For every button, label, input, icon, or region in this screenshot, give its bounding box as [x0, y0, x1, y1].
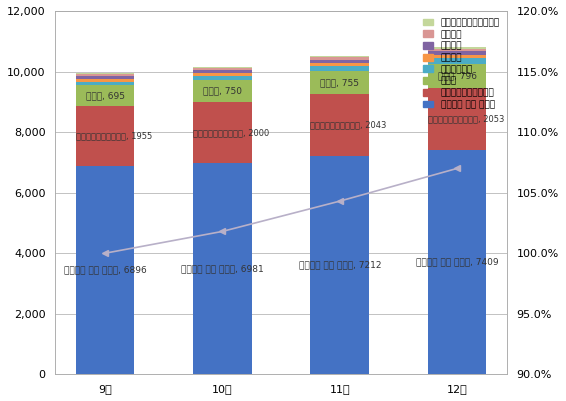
- Bar: [76, 74, 135, 76]
- Bar: [311, 56, 369, 57]
- Bar: [193, 73, 252, 76]
- Bar: [193, 163, 252, 374]
- Text: カレコ, 750: カレコ, 750: [203, 87, 242, 95]
- Bar: [428, 88, 486, 150]
- Bar: [311, 94, 369, 156]
- Bar: [193, 80, 252, 102]
- Bar: [428, 51, 486, 55]
- Bar: [428, 64, 486, 88]
- Bar: [311, 71, 369, 94]
- Text: オリックスカーシェア, 2043: オリックスカーシェア, 2043: [311, 121, 387, 130]
- Bar: [428, 58, 486, 64]
- Bar: [428, 49, 486, 51]
- Text: オリックスカーシェア, 1955: オリックスカーシェア, 1955: [76, 132, 152, 140]
- Bar: [311, 63, 369, 66]
- Bar: [76, 106, 135, 166]
- Bar: [76, 76, 135, 79]
- Bar: [193, 70, 252, 73]
- Bar: [193, 76, 252, 80]
- Bar: [76, 166, 135, 374]
- Text: タイムズ カー プラス, 6896: タイムズ カー プラス, 6896: [64, 265, 147, 274]
- Text: タイムズ カー プラス, 6981: タイムズ カー プラス, 6981: [181, 264, 264, 273]
- Bar: [311, 57, 369, 60]
- Bar: [76, 73, 135, 74]
- Bar: [311, 156, 369, 374]
- Bar: [76, 85, 135, 106]
- Text: タイムズ カー プラス, 7409: タイムズ カー プラス, 7409: [416, 258, 499, 267]
- Bar: [76, 79, 135, 82]
- Bar: [311, 66, 369, 71]
- Bar: [428, 55, 486, 58]
- Bar: [193, 102, 252, 163]
- Legend: カーシェアリング・ワン, ロシェア, エコロカ, カリテコ, アース・カー, カレコ, オリックスカーシェア, タイムズ カー プラス: カーシェアリング・ワン, ロシェア, エコロカ, カリテコ, アース・カー, カ…: [420, 16, 503, 112]
- Bar: [193, 68, 252, 70]
- Text: カレコ, 755: カレコ, 755: [320, 78, 359, 87]
- Bar: [428, 150, 486, 374]
- Text: タイムズ カー プラス, 7212: タイムズ カー プラス, 7212: [298, 261, 381, 269]
- Bar: [311, 60, 369, 63]
- Bar: [193, 67, 252, 68]
- Text: オリックスカーシェア, 2000: オリックスカーシェア, 2000: [193, 128, 269, 137]
- Text: オリックスカーシェア, 2053: オリックスカーシェア, 2053: [428, 114, 504, 124]
- Bar: [76, 82, 135, 85]
- Bar: [428, 47, 486, 49]
- Text: カレコ, 695: カレコ, 695: [85, 91, 125, 100]
- Text: カレコ, 796: カレコ, 796: [438, 71, 477, 80]
